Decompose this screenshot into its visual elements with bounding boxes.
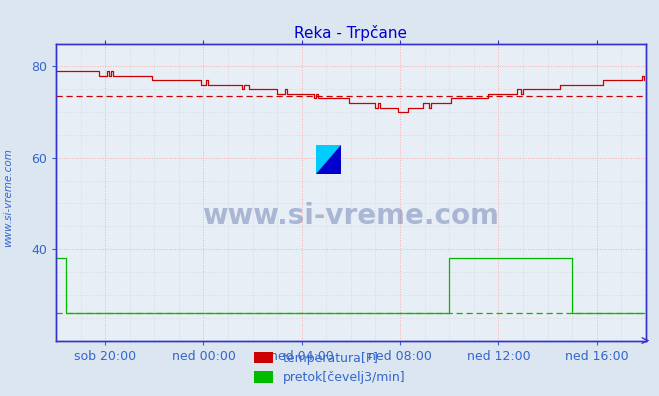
Text: www.si-vreme.com: www.si-vreme.com [3, 148, 13, 248]
Title: Reka - Trpčane: Reka - Trpčane [295, 25, 407, 41]
Legend: temperatura[F], pretok[čevelj3/min]: temperatura[F], pretok[čevelj3/min] [249, 347, 410, 389]
Polygon shape [316, 145, 341, 174]
Text: www.si-vreme.com: www.si-vreme.com [202, 202, 500, 230]
Polygon shape [316, 145, 341, 174]
